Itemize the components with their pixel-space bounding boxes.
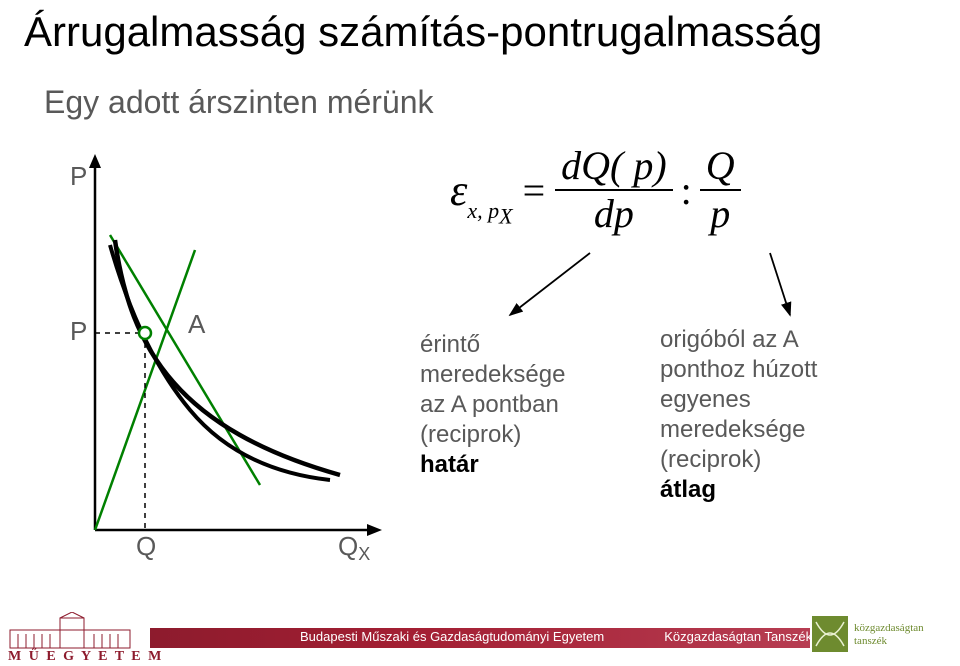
fraction-qp: Q p bbox=[700, 145, 741, 235]
x-axis-label: QX bbox=[338, 531, 370, 560]
tangent-description: érintő meredeksége az A pontban (recipro… bbox=[420, 330, 650, 480]
footer: Budapesti Műszaki és Gazdaságtudományi E… bbox=[0, 610, 960, 666]
slide-title: Árrugalmasság számítás-pontrugalmasság bbox=[24, 8, 822, 56]
epsilon-subscript: x, pX bbox=[467, 198, 512, 229]
origin-line-description: origóból az A ponthoz húzott egyenes mer… bbox=[660, 325, 925, 505]
kozg-logo: közgazdaságtan tanszék bbox=[812, 616, 952, 656]
point-a-p-label: P bbox=[70, 316, 87, 346]
svg-text:tanszék: tanszék bbox=[854, 635, 887, 647]
epsilon: ε bbox=[450, 165, 467, 216]
elasticity-formula: ε x, pX = dQ( p) dp : Q p bbox=[450, 145, 741, 235]
ratio-colon: : bbox=[681, 167, 692, 214]
point-a-q-label: Q bbox=[136, 531, 156, 560]
y-axis-label: P bbox=[70, 161, 87, 191]
point-a-label: A bbox=[188, 309, 206, 339]
svg-text:közgazdaságtan: közgazdaságtan bbox=[854, 622, 924, 634]
svg-text:M Ű E G Y E T E M 1 7 8 2: M Ű E G Y E T E M 1 7 8 2 bbox=[8, 647, 168, 662]
slide-subtitle: Egy adott árszinten mérünk bbox=[44, 84, 434, 121]
bme-logo: M Ű E G Y E T E M 1 7 8 2 bbox=[8, 612, 168, 662]
footer-text: Budapesti Műszaki és Gazdaságtudományi E… bbox=[300, 629, 812, 644]
demand-graph: P QX A P Q bbox=[40, 150, 400, 560]
fraction-dqdp: dQ( p) dp bbox=[555, 145, 673, 235]
formula-arrows bbox=[450, 245, 930, 325]
slide: Árrugalmasság számítás-pontrugalmasság E… bbox=[0, 0, 960, 666]
equals: = bbox=[523, 167, 546, 214]
